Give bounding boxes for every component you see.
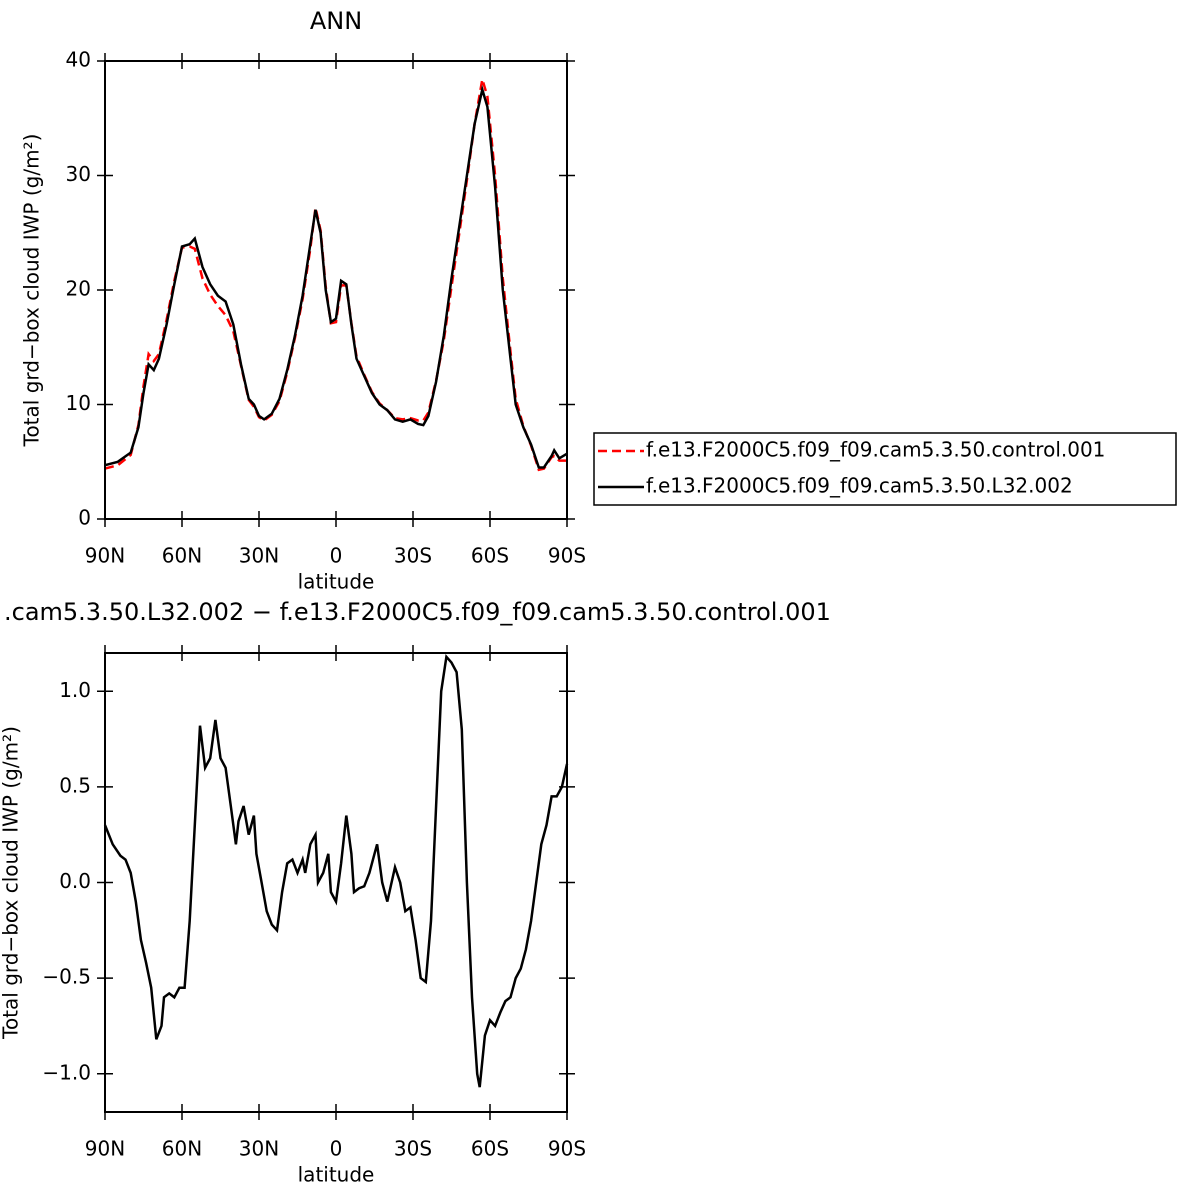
y-tick-label: 10 [66,391,91,415]
x-tick-label: 30S [394,544,432,568]
y-tick-label: 1.0 [59,678,91,702]
y-tick-label: −0.5 [42,965,91,989]
x-tick-label: 0 [330,1137,343,1161]
x-tick-label: 90S [548,1137,586,1161]
legend-label: f.e13.F2000C5.f09_f09.cam5.3.50.L32.002 [646,474,1073,498]
data-line [104,84,568,469]
x-tick-label: 60S [471,544,509,568]
x-tick-label: 30N [239,544,279,568]
plot-frame [104,652,568,1113]
y-tick-label: 30 [66,162,91,186]
x-axis-label: latitude [298,1163,375,1187]
y-tick-label: 20 [66,277,91,301]
y-axis-label: Total grd−box cloud IWP (g/m²) [20,134,44,448]
chart-title: ANN [310,7,362,35]
x-tick-label: 90S [548,544,586,568]
y-tick-label: 0.5 [59,773,91,797]
data-line [103,653,569,1088]
plot-area [105,653,567,1112]
x-tick-label: 60S [471,1137,509,1161]
y-tick-label: 40 [66,48,91,72]
legend-box [593,432,1177,506]
data-line [104,78,567,472]
x-tick-label: 30S [394,1137,432,1161]
x-tick-label: 90N [85,1137,125,1161]
x-tick-label: 60N [162,544,202,568]
x-tick-label: 90N [85,544,125,568]
x-tick-label: 0 [330,544,343,568]
y-tick-label: 0 [78,506,91,530]
x-tick-label: 60N [162,1137,202,1161]
legend-label: f.e13.F2000C5.f09_f09.cam5.3.50.control.… [646,438,1105,462]
y-axis-label: Total grd−box cloud IWP (g/m²) [0,726,23,1040]
plot-frame [104,60,568,520]
y-tick-label: 0.0 [59,869,91,893]
x-axis-label: latitude [298,570,375,594]
chart-title: .cam5.3.50.L32.002 − f.e13.F2000C5.f09_f… [4,598,831,626]
y-tick-label: −1.0 [42,1060,91,1084]
x-tick-label: 30N [239,1137,279,1161]
